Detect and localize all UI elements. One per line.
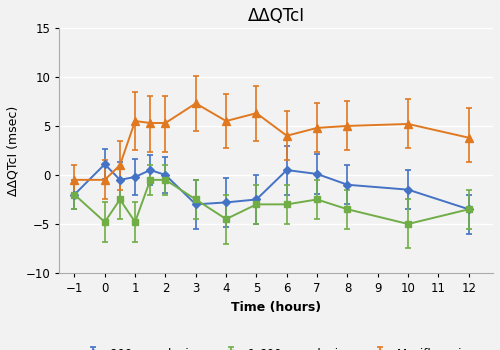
Legend: 800 μg selexipag, 1,600 μg selexipag, Moxifloxacin: 800 μg selexipag, 1,600 μg selexipag, Mo… xyxy=(83,348,469,350)
Title: ΔΔQTcI: ΔΔQTcI xyxy=(248,7,304,25)
Y-axis label: ΔΔQTcI (msec): ΔΔQTcI (msec) xyxy=(7,105,20,196)
X-axis label: Time (hours): Time (hours) xyxy=(231,301,321,314)
